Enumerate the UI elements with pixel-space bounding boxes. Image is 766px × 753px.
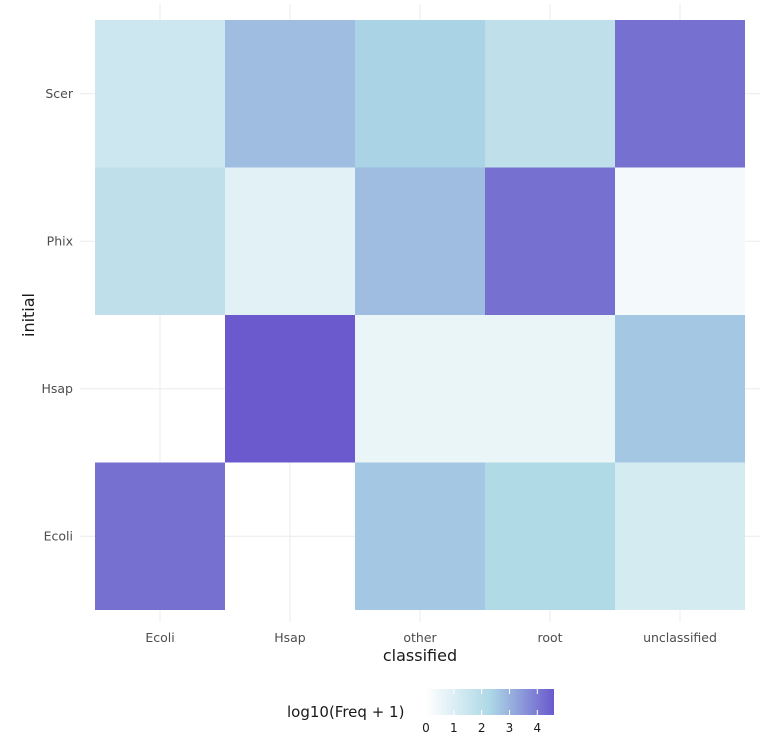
x-tick-label: Ecoli: [145, 630, 174, 645]
y-tick-label: Ecoli: [44, 528, 73, 543]
x-tick-label: unclassified: [643, 630, 717, 645]
legend-ticks: 0 1 2 3 4: [422, 689, 541, 735]
x-tick-label: root: [537, 630, 562, 645]
heatmap-tile-scer-root: [485, 20, 615, 168]
y-tick-label: Scer: [45, 86, 73, 101]
heatmap-tile-scer-unclassified: [615, 20, 745, 168]
heatmap-tile-ecoli-root: [485, 462, 615, 610]
legend-tick-label: 1: [450, 721, 458, 735]
heatmap-tile-hsap-hsap: [225, 315, 355, 463]
heatmap-tiles: [95, 20, 745, 610]
heatmap-tile-ecoli-ecoli: [95, 462, 225, 610]
heatmap-tile-scer-hsap: [225, 20, 355, 168]
x-tick-label: other: [403, 630, 437, 645]
legend-tick-label: 3: [506, 721, 514, 735]
legend-tick-label: 2: [478, 721, 486, 735]
legend-tick-label: 0: [422, 721, 430, 735]
legend-colorbar: [426, 689, 554, 715]
y-tick-label: Hsap: [41, 381, 73, 396]
x-tick-labels: Ecoli Hsap other root unclassified: [145, 630, 717, 645]
heatmap-tile-ecoli-unclassified: [615, 462, 745, 610]
heatmap-tile-ecoli-other: [355, 462, 485, 610]
y-axis-title: initial: [19, 293, 38, 337]
heatmap-tile-phix-root: [485, 167, 615, 315]
legend-tick-label: 4: [533, 721, 541, 735]
heatmap-tile-hsap-root: [485, 315, 615, 463]
heatmap-tile-scer-other: [355, 20, 485, 168]
heatmap-tile-scer-ecoli: [95, 20, 225, 168]
heatmap-tile-phix-unclassified: [615, 167, 745, 315]
heatmap-tile-hsap-other: [355, 315, 485, 463]
y-tick-label: Phix: [47, 233, 73, 248]
heatmap-tile-phix-ecoli: [95, 167, 225, 315]
y-tick-labels: Ecoli Hsap Phix Scer: [41, 86, 73, 544]
x-axis-title: classified: [383, 646, 457, 665]
heatmap-tile-hsap-unclassified: [615, 315, 745, 463]
heatmap-tile-phix-other: [355, 167, 485, 315]
heatmap-tile-phix-hsap: [225, 167, 355, 315]
x-tick-label: Hsap: [274, 630, 306, 645]
legend-title: log10(Freq + 1): [287, 703, 404, 721]
legend: log10(Freq + 1) 0 1 2 3 4: [287, 689, 554, 735]
